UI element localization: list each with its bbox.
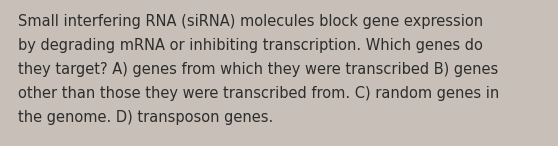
Text: they target? A) genes from which they were transcribed B) genes: they target? A) genes from which they we… [18,62,498,77]
Text: Small interfering RNA (siRNA) molecules block gene expression: Small interfering RNA (siRNA) molecules … [18,14,483,29]
Text: the genome. D) transposon genes.: the genome. D) transposon genes. [18,110,273,125]
Text: other than those they were transcribed from. C) random genes in: other than those they were transcribed f… [18,86,499,101]
Text: by degrading mRNA or inhibiting transcription. Which genes do: by degrading mRNA or inhibiting transcri… [18,38,483,53]
